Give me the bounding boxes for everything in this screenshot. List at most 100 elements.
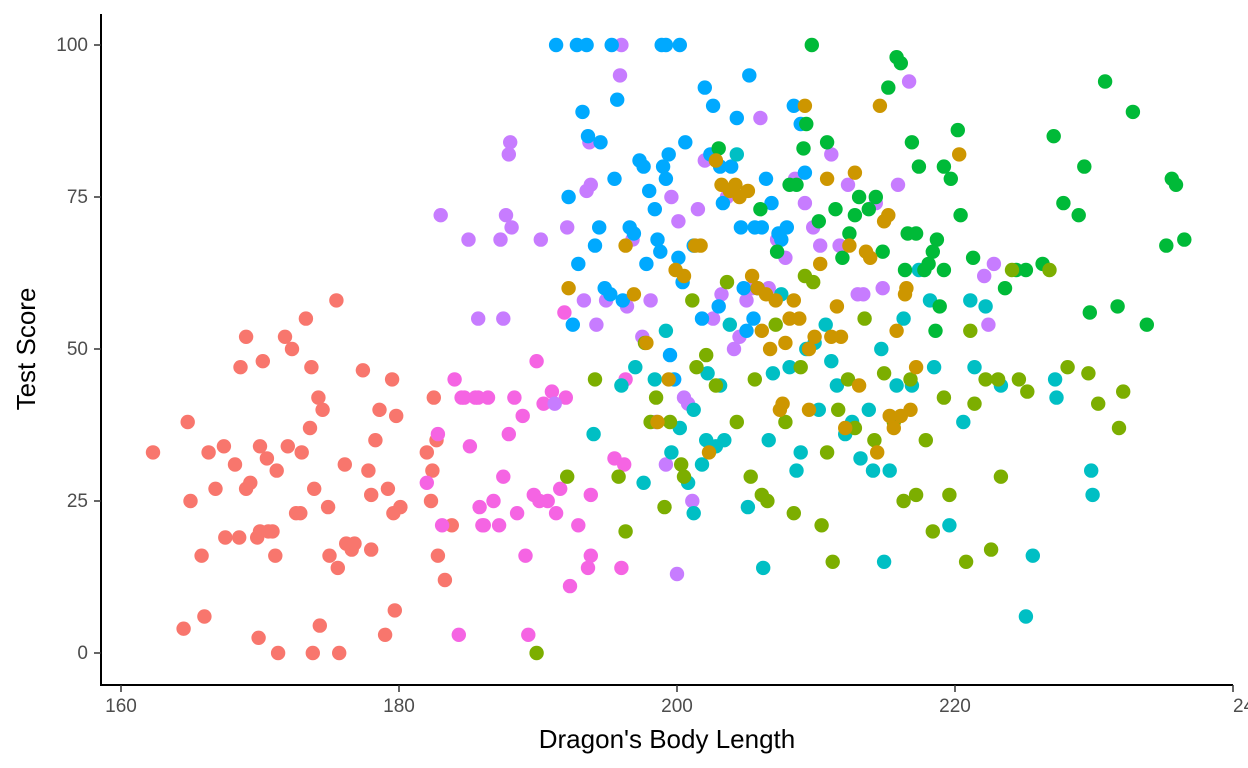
scatter-point-group-7 <box>936 390 952 405</box>
scatter-point-group-1 <box>277 329 293 344</box>
scatter-point-group-4 <box>662 347 678 363</box>
scatter-point-group-8 <box>952 147 967 162</box>
scatter-point-group-6 <box>711 141 726 156</box>
scatter-point-group-1 <box>293 506 308 521</box>
scatter-point-group-7 <box>760 493 775 509</box>
scatter-point-group-7 <box>876 366 892 381</box>
scatter-point-group-4 <box>647 202 662 217</box>
scatter-point-group-8 <box>778 335 793 351</box>
scatter-point-group-2 <box>540 493 555 509</box>
scatter-point-group-7 <box>942 487 957 503</box>
scatter-point-group-6 <box>943 171 958 186</box>
scatter-point-group-4 <box>636 159 651 174</box>
scatter-point-group-7 <box>560 469 575 484</box>
scatter-point-group-7 <box>896 493 911 509</box>
scatter-point-group-3 <box>589 317 604 332</box>
scatter-point-group-6 <box>1071 208 1086 223</box>
scatter-point-group-1 <box>180 414 195 430</box>
scatter-point-group-6 <box>769 244 785 259</box>
scatter-point-group-6 <box>1077 159 1092 174</box>
scatter-point-group-2 <box>562 578 578 594</box>
scatter-point-group-4 <box>697 80 712 95</box>
scatter-point-group-6 <box>997 281 1013 296</box>
y-tick-label: 50 <box>67 339 88 360</box>
scatter-point-group-8 <box>676 268 692 284</box>
scatter-point-group-8 <box>903 402 918 417</box>
scatter-point-group-1 <box>294 445 309 460</box>
scatter-point-group-1 <box>372 402 387 417</box>
scatter-point-group-2 <box>434 518 450 533</box>
scatter-point-group-4 <box>733 220 749 235</box>
scatter-point-group-4 <box>736 281 751 296</box>
scatter-point-group-5 <box>782 360 797 375</box>
scatter-point-group-1 <box>218 530 233 545</box>
scatter-point-group-7 <box>819 445 835 460</box>
scatter-point-group-3 <box>433 208 448 223</box>
scatter-point-group-1 <box>425 463 440 478</box>
scatter-point-group-4 <box>580 129 596 144</box>
scatter-point-group-1 <box>183 493 198 509</box>
scatter-point-group-5 <box>963 293 978 308</box>
scatter-point-group-1 <box>227 457 243 472</box>
scatter-point-group-4 <box>758 171 774 186</box>
scatter-point-group-2 <box>583 548 598 563</box>
scatter-point-group-3 <box>643 293 658 308</box>
scatter-point-group-4 <box>779 220 794 235</box>
scatter-point-group-1 <box>197 609 212 624</box>
scatter-point-group-7 <box>990 372 1006 387</box>
scatter-point-group-5 <box>699 433 714 448</box>
scatter-point-group-2 <box>558 390 573 405</box>
scatter-point-group-1 <box>298 311 314 326</box>
scatter-point-group-3 <box>890 177 906 192</box>
scatter-point-group-1 <box>387 603 402 618</box>
scatter-point-group-3 <box>813 238 828 253</box>
scatter-point-group-3 <box>471 311 486 326</box>
x-tick-label: 180 <box>383 696 415 717</box>
scatter-point-group-7 <box>685 293 700 308</box>
scatter-point-group-2 <box>529 354 544 369</box>
scatter-point-group-8 <box>797 98 813 114</box>
scatter-point-group-3 <box>560 220 575 235</box>
scatter-point-group-7 <box>978 372 993 387</box>
scatter-point-group-6 <box>811 214 826 229</box>
x-tick-label: 240 <box>1233 696 1248 717</box>
scatter-point-group-1 <box>265 524 280 539</box>
scatter-point-group-4 <box>548 37 564 53</box>
scatter-point-group-5 <box>942 518 957 533</box>
scatter-point-group-1 <box>364 542 379 557</box>
scatter-point-group-6 <box>936 159 952 174</box>
scatter-point-group-4 <box>653 244 668 259</box>
scatter-point-group-1 <box>208 481 223 496</box>
scatter-point-group-8 <box>786 293 801 308</box>
scatter-point-group-8 <box>819 171 835 186</box>
scatter-point-group-5 <box>686 506 701 521</box>
scatter-point-group-6 <box>1177 232 1192 247</box>
scatter-point-group-4 <box>672 37 687 53</box>
scatter-point-group-6 <box>1018 262 1034 278</box>
scatter-point-group-6 <box>842 226 857 241</box>
scatter-point-group-8 <box>650 414 665 430</box>
scatter-point-group-2 <box>536 396 551 411</box>
scatter-point-group-4 <box>604 37 619 53</box>
scatter-point-group-5 <box>614 378 629 393</box>
y-axis-ticks: 0 25 50 75 100 <box>56 35 101 664</box>
scatter-point-group-6 <box>950 122 965 138</box>
scatter-point-group-6 <box>897 262 913 278</box>
scatter-point-group-7 <box>1042 262 1057 278</box>
scatter-point-group-5 <box>694 457 710 472</box>
scatter-point-group-8 <box>744 268 760 284</box>
scatter-point-group-8 <box>842 238 857 253</box>
scatter-point-group-5 <box>1049 390 1064 405</box>
scatter-point-group-7 <box>674 457 689 472</box>
scatter-point-group-3 <box>669 566 685 582</box>
scatter-point-group-1 <box>389 408 404 424</box>
scatter-point-group-7 <box>840 372 856 387</box>
scatter-point-group-3 <box>496 311 511 326</box>
scatter-point-group-3 <box>705 311 721 326</box>
scatter-point-group-8 <box>838 420 853 436</box>
scatter-point-group-6 <box>911 159 927 174</box>
scatter-point-group-1 <box>332 645 347 661</box>
scatter-point-group-1 <box>329 293 344 308</box>
scatter-point-group-2 <box>583 487 598 503</box>
scatter-point-group-1 <box>216 439 232 454</box>
